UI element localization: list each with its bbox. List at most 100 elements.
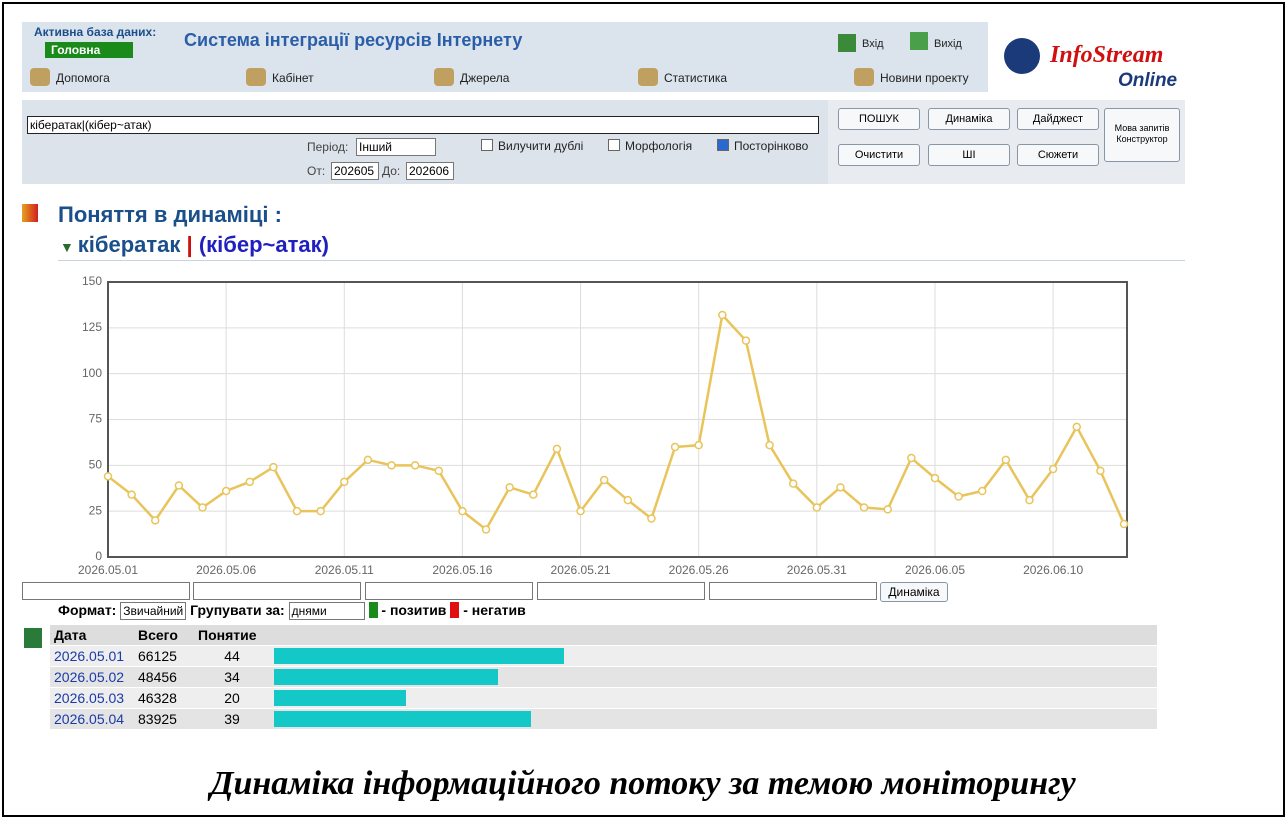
point — [1048, 464, 1058, 474]
negative-swatch — [450, 602, 460, 618]
morph[interactable]: Морфологія — [608, 139, 692, 153]
total: 46328 — [138, 690, 177, 706]
group-label: Групувати за: — [190, 602, 285, 618]
menu-item[interactable]: Статистика — [664, 71, 728, 85]
lang-button[interactable]: Мова запитів Конструктор — [1104, 108, 1180, 162]
negative: - негатив — [463, 602, 526, 618]
point — [316, 506, 325, 516]
query-input[interactable]: кібератак|(кібер~атак) — [27, 116, 819, 134]
point — [1119, 519, 1129, 529]
point — [859, 503, 869, 512]
bar — [274, 648, 565, 664]
search-button[interactable]: Дайджест — [1017, 108, 1099, 130]
dynamics-button[interactable]: Динаміка — [880, 582, 948, 602]
period-select[interactable]: Інший — [356, 138, 436, 156]
point — [292, 506, 302, 516]
point — [363, 455, 373, 465]
controls: Формат: Звичайний Групувати за: днями - … — [58, 602, 526, 620]
point — [410, 461, 420, 470]
search-button[interactable]: Сюжети — [1017, 144, 1099, 166]
term-2: (кібер~атак) — [198, 232, 329, 257]
logout-icon — [910, 32, 928, 50]
row-by-row[interactable]: Посторінково — [717, 139, 808, 153]
filter-input[interactable] — [22, 582, 190, 600]
to-label: До: — [382, 164, 401, 178]
point — [907, 453, 916, 463]
arrow: ▼ — [60, 239, 78, 255]
point — [434, 466, 444, 476]
login[interactable]: Вхід — [862, 38, 884, 50]
search-button[interactable]: ШІ — [928, 144, 1010, 166]
bar-cell — [270, 646, 1157, 667]
menu-icon — [638, 68, 658, 86]
point — [788, 479, 798, 488]
total: 83925 — [138, 711, 177, 727]
filter-input[interactable] — [537, 582, 705, 600]
point — [741, 336, 751, 345]
x-tick-label: 2026.05.21 — [551, 563, 611, 577]
date-link[interactable]: 2026.05.02 — [54, 669, 125, 685]
table-row: 2026.05.02 48456 34 — [50, 666, 1157, 688]
filter-input[interactable] — [193, 582, 361, 600]
menu-icon — [854, 68, 874, 86]
date-link[interactable]: 2026.05.03 — [54, 690, 125, 706]
logo-icon — [1004, 38, 1040, 74]
filter-input[interactable] — [365, 582, 533, 600]
x-tick-label: 2026.06.10 — [1023, 563, 1083, 577]
point — [245, 477, 255, 487]
exclude-dup[interactable]: Вилучити дублі — [481, 139, 583, 153]
login-icon — [838, 34, 856, 52]
menu-icon — [434, 68, 454, 86]
point — [599, 475, 609, 485]
concept: 39 — [224, 711, 240, 727]
search-button[interactable]: Динаміка — [928, 108, 1010, 130]
y-tick-label: 100 — [82, 366, 102, 380]
date-link[interactable]: 2026.05.01 — [54, 648, 125, 664]
point — [647, 514, 656, 523]
bar-cell — [270, 688, 1157, 709]
menu-item[interactable]: Новини проекту — [880, 71, 969, 85]
point — [1072, 422, 1081, 432]
column-header — [270, 625, 1157, 646]
table: Дата Всего Понятие 2026.05.01 66125 44 2026.05… — [50, 625, 1157, 729]
format-select[interactable]: Звичайний — [120, 602, 187, 620]
bar — [274, 669, 499, 685]
to-input[interactable]: 202606 — [406, 162, 454, 180]
table-row: 2026.05.03 46328 20 — [50, 687, 1157, 709]
positive-swatch — [368, 602, 378, 618]
point — [977, 486, 987, 496]
point — [765, 440, 774, 450]
x-tick-label: 2026.06.05 — [905, 563, 965, 577]
menu-item[interactable]: Кабінет — [272, 71, 314, 85]
heading-title: Поняття в динаміці : — [58, 202, 282, 227]
group-select[interactable]: днями — [288, 602, 365, 620]
logout[interactable]: Вихід — [934, 38, 962, 50]
menu-item[interactable]: Допомога — [56, 71, 110, 85]
point — [103, 472, 113, 481]
positive: - позитив — [381, 602, 447, 618]
point — [694, 440, 703, 450]
concept: 34 — [224, 669, 240, 685]
excel-icon[interactable] — [24, 628, 42, 648]
search-button[interactable]: Очистити — [838, 144, 920, 166]
menu-item[interactable]: Джерела — [460, 71, 510, 85]
concept: 20 — [224, 690, 240, 706]
from-input[interactable]: 202605 — [331, 162, 379, 180]
db-select[interactable]: Головна — [45, 42, 133, 58]
search-button[interactable]: ПОШУК — [838, 108, 920, 130]
caption: Динаміка інформаційного потоку за темою … — [210, 765, 1076, 802]
menu-icon — [30, 68, 50, 86]
x-tick-label: 2026.05.11 — [315, 563, 374, 577]
y-tick-label: 125 — [82, 320, 102, 334]
point — [198, 503, 207, 512]
point — [529, 490, 538, 499]
table-row: 2026.05.01 66125 44 — [50, 645, 1157, 667]
db-label: Активна база даних: — [34, 25, 157, 39]
filter-input[interactable] — [709, 582, 877, 600]
date-link[interactable]: 2026.05.04 — [54, 711, 125, 727]
header-band — [22, 22, 988, 92]
y-tick-label: 150 — [82, 274, 102, 288]
total: 48456 — [138, 669, 177, 685]
point — [576, 506, 585, 516]
y-tick-label: 25 — [89, 503, 103, 517]
